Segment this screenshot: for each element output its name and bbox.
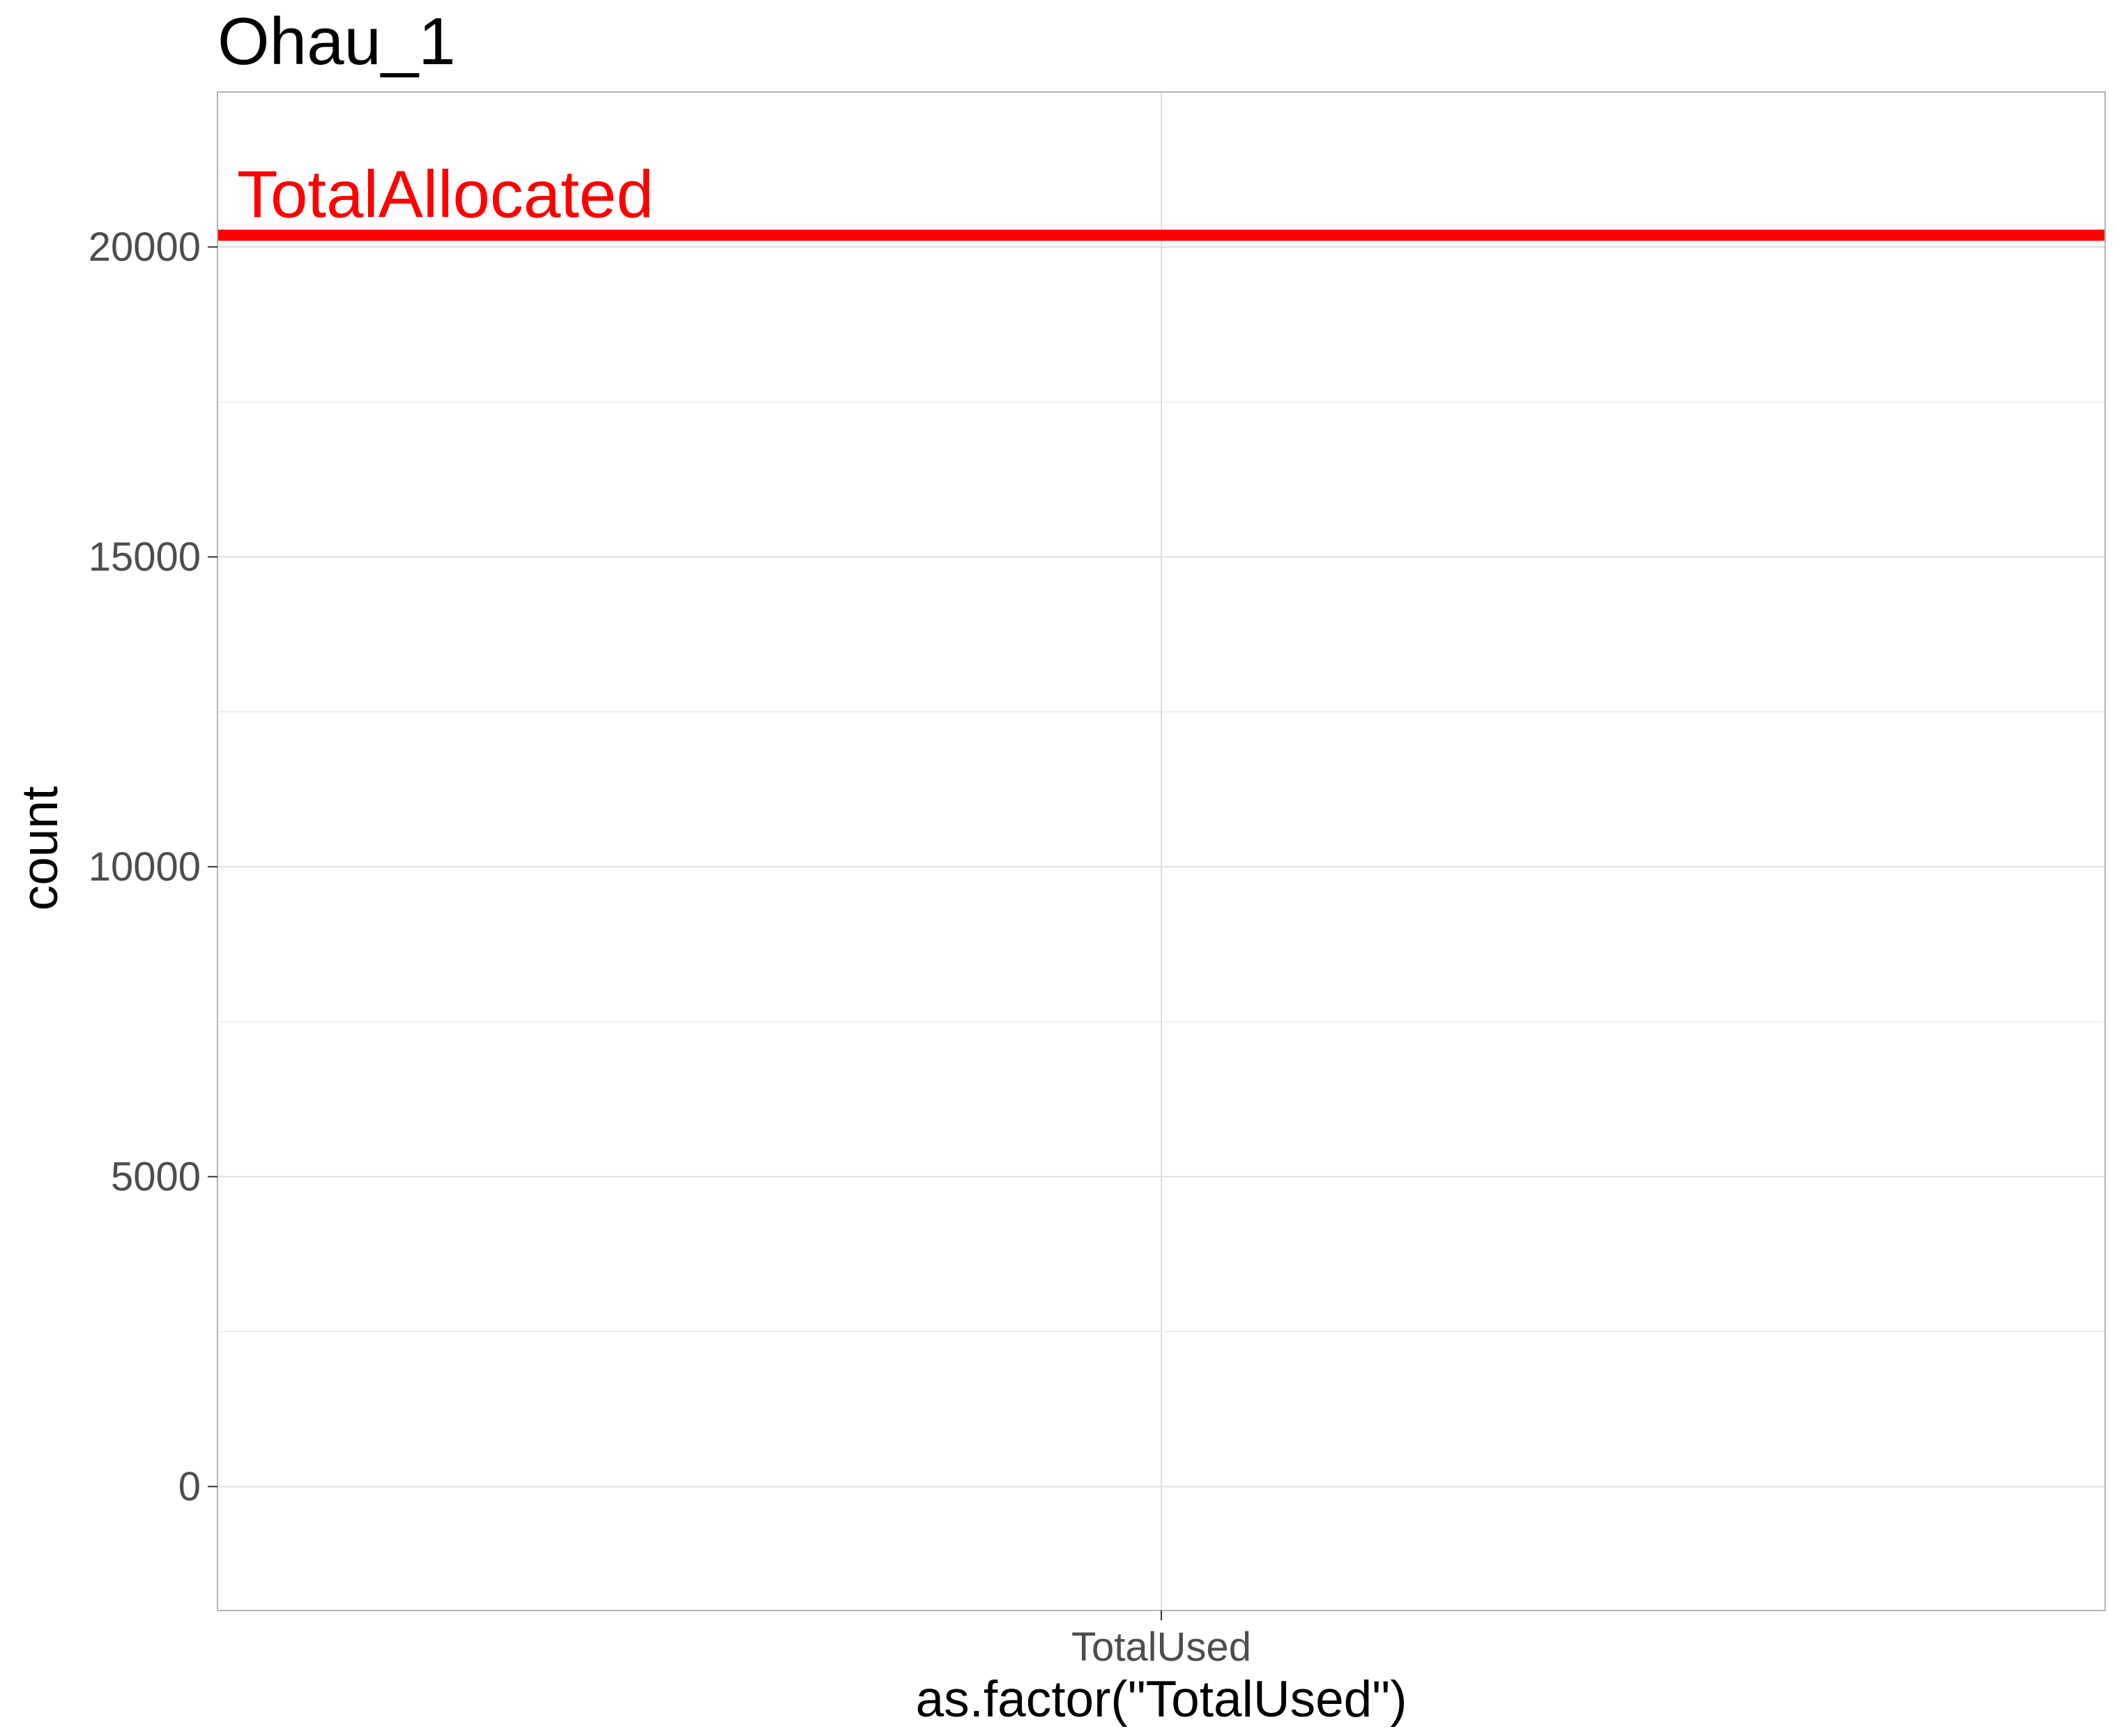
x-tick-label: TotalUsed <box>1071 1624 1251 1670</box>
y-tick-label: 20000 <box>89 224 201 270</box>
x-axis: TotalUsed <box>1071 1611 1251 1670</box>
y-tick-label: 5000 <box>111 1155 201 1200</box>
y-tick-label: 10000 <box>89 844 201 890</box>
y-tick-label: 0 <box>178 1464 201 1509</box>
chart-title: Ohau_1 <box>217 4 456 79</box>
x-axis-title: as.factor("TotalUsed") <box>915 1671 1407 1728</box>
major-grid <box>217 92 2105 1611</box>
y-tick-label: 15000 <box>89 535 201 580</box>
reference-line-label: TotalAllocated <box>237 157 654 231</box>
y-axis: 0 5000 10000 15000 20000 <box>89 224 217 1509</box>
y-axis-title: count <box>12 786 68 911</box>
reference-lines: TotalAllocated <box>217 157 2105 241</box>
